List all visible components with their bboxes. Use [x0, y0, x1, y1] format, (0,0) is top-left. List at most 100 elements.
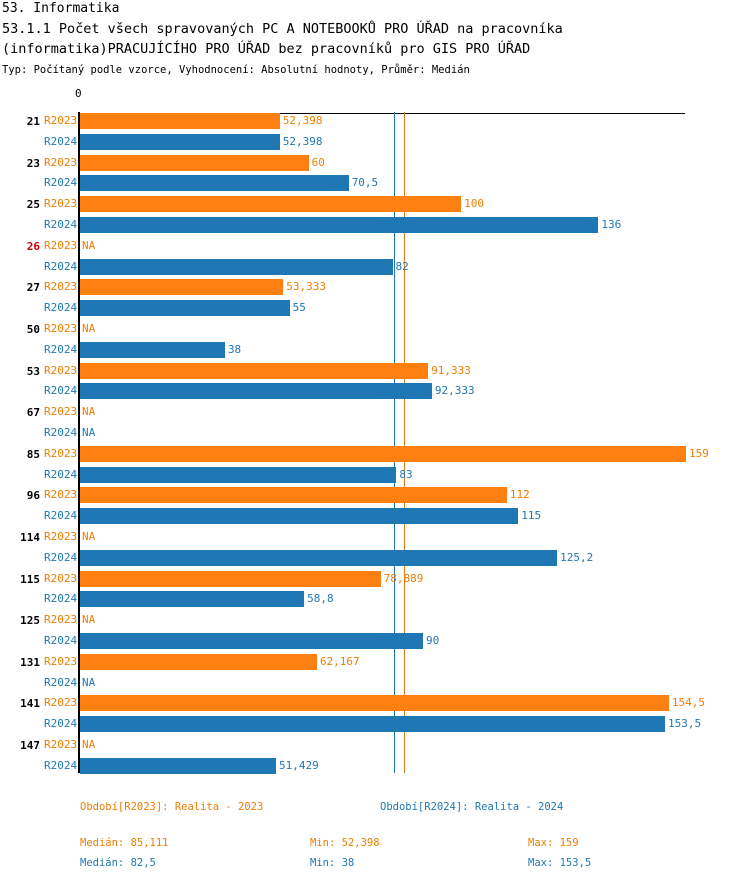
value-label: 52,398 [282, 134, 323, 148]
value-label: 115 [521, 509, 542, 523]
bar-group: 21 R2023 52,398 R2024 52,398 [0, 112, 750, 154]
bar-R2024-23[interactable] [80, 175, 349, 192]
bar-group: 67 R2023 NA R2024 NA [0, 403, 750, 445]
legend-entry-2024: Období[R2024]: Realita - 2024 [380, 801, 564, 813]
median-2024: Medián: 82,5 [80, 857, 156, 869]
bar-R2024-125[interactable] [80, 632, 424, 649]
bar-row[interactable]: R2023 60 [0, 154, 750, 172]
bar-R2023-85[interactable] [80, 445, 686, 462]
bar-R2024-26[interactable] [80, 258, 393, 275]
group-label-131: 131 [20, 655, 40, 669]
bar-R2023-53[interactable] [80, 362, 429, 379]
max-2023: Max: 159 [528, 837, 579, 849]
bar-row[interactable]: R2023 NA [0, 611, 750, 629]
bar-R2024-25[interactable] [80, 216, 599, 233]
bar-R2023-115[interactable] [80, 570, 381, 587]
bar-row[interactable]: R2024 55 [0, 299, 750, 317]
bar-row[interactable]: R2023 100 [0, 195, 750, 213]
bar-group: 27 R2023 53,333 R2024 55 [0, 278, 750, 320]
value-label: 153,5 [668, 717, 702, 731]
series-label-R2023: R2023 [44, 405, 78, 419]
value-label: 100 [464, 197, 484, 211]
group-label-26: 26 [26, 239, 40, 253]
series-label-R2023: R2023 [44, 280, 78, 294]
bar-R2024-96[interactable] [80, 508, 519, 525]
bar-R2024-114[interactable] [80, 549, 558, 566]
value-label: 136 [601, 217, 622, 231]
value-label: 125,2 [560, 550, 594, 564]
bar-row[interactable]: R2023 NA [0, 237, 750, 255]
series-label-R2024: R2024 [44, 176, 78, 190]
bar-row[interactable]: R2024 83 [0, 466, 750, 484]
bar-row[interactable]: R2024 92,333 [0, 382, 750, 400]
series-label-R2023: R2023 [44, 654, 78, 668]
bar-row[interactable]: R2023 91,333 [0, 362, 750, 380]
bar-R2023-23[interactable] [80, 154, 309, 171]
value-label: 60 [311, 155, 325, 169]
series-label-R2024: R2024 [44, 384, 78, 398]
bar-R2023-96[interactable] [80, 487, 507, 504]
series-label-R2023: R2023 [44, 363, 78, 377]
bar-row[interactable]: R2023 78,889 [0, 570, 750, 588]
bar-R2024-85[interactable] [80, 466, 397, 483]
series-label-R2023: R2023 [44, 613, 78, 627]
bar-group: 141 R2023 154,5 R2024 153,5 [0, 694, 750, 736]
group-label-53: 53 [26, 364, 40, 378]
bar-row[interactable]: R2023 NA [0, 736, 750, 754]
bar-row[interactable]: R2024 NA [0, 424, 750, 442]
series-label-R2024: R2024 [44, 758, 78, 772]
value-label-na: NA [82, 675, 96, 689]
x-axis-zero-tick-label: 0 [75, 87, 82, 100]
series-label-R2024: R2024 [44, 301, 78, 315]
bar-R2023-27[interactable] [80, 279, 284, 296]
group-label-125: 125 [20, 614, 40, 628]
min-2023: Min: 52,398 [310, 837, 380, 849]
bar-R2024-141[interactable] [80, 716, 666, 733]
bar-row[interactable]: R2024 82 [0, 258, 750, 276]
series-label-R2024: R2024 [44, 342, 78, 356]
bar-R2024-21[interactable] [80, 133, 280, 150]
bar-R2023-141[interactable] [80, 695, 669, 712]
bar-chart-plot: 0 21 R2023 52,398 R2024 52,398 23 R2023 60 R2024… [0, 88, 750, 788]
group-label-115: 115 [20, 572, 40, 586]
bar-row[interactable]: R2023 62,167 [0, 653, 750, 671]
bar-row[interactable]: R2024 136 [0, 216, 750, 234]
bar-row[interactable]: R2023 159 [0, 445, 750, 463]
bar-group: 115 R2023 78,889 R2024 58,8 [0, 570, 750, 612]
bar-row[interactable]: R2024 NA [0, 674, 750, 692]
bar-R2023-25[interactable] [80, 196, 462, 213]
bar-row[interactable]: R2023 NA [0, 528, 750, 546]
bar-R2024-147[interactable] [80, 757, 276, 774]
series-label-R2023: R2023 [44, 696, 78, 710]
bar-row[interactable]: R2024 70,5 [0, 174, 750, 192]
bar-row[interactable]: R2023 NA [0, 320, 750, 338]
bar-row[interactable]: R2024 125,2 [0, 549, 750, 567]
bar-R2023-131[interactable] [80, 653, 317, 670]
series-label-R2023: R2023 [44, 155, 78, 169]
bar-group: 53 R2023 91,333 R2024 92,333 [0, 362, 750, 404]
bar-row[interactable]: R2023 154,5 [0, 694, 750, 712]
bar-R2023-21[interactable] [80, 113, 280, 129]
bar-row[interactable]: R2023 52,398 [0, 112, 750, 130]
value-label: 78,889 [383, 571, 424, 585]
bar-R2024-53[interactable] [80, 383, 432, 400]
bar-row[interactable]: R2024 52,398 [0, 133, 750, 151]
value-label: 91,333 [431, 363, 471, 377]
series-label-R2024: R2024 [44, 717, 78, 731]
bar-row[interactable]: R2024 115 [0, 507, 750, 525]
median-reference-line-2023 [404, 112, 406, 773]
bar-row[interactable]: R2024 38 [0, 341, 750, 359]
bar-row[interactable]: R2023 53,333 [0, 278, 750, 296]
bar-row[interactable]: R2024 58,8 [0, 590, 750, 608]
bar-R2024-50[interactable] [80, 341, 225, 358]
bar-row[interactable]: R2024 90 [0, 632, 750, 650]
bar-row[interactable]: R2024 153,5 [0, 715, 750, 733]
bar-R2024-27[interactable] [80, 300, 290, 317]
group-label-23: 23 [26, 156, 40, 170]
bar-R2024-115[interactable] [80, 591, 305, 608]
bar-row[interactable]: R2023 NA [0, 403, 750, 421]
value-label-na: NA [82, 425, 96, 439]
bar-row[interactable]: R2023 112 [0, 486, 750, 504]
value-label: 52,398 [282, 114, 323, 127]
bar-row[interactable]: R2024 51,429 [0, 757, 750, 775]
